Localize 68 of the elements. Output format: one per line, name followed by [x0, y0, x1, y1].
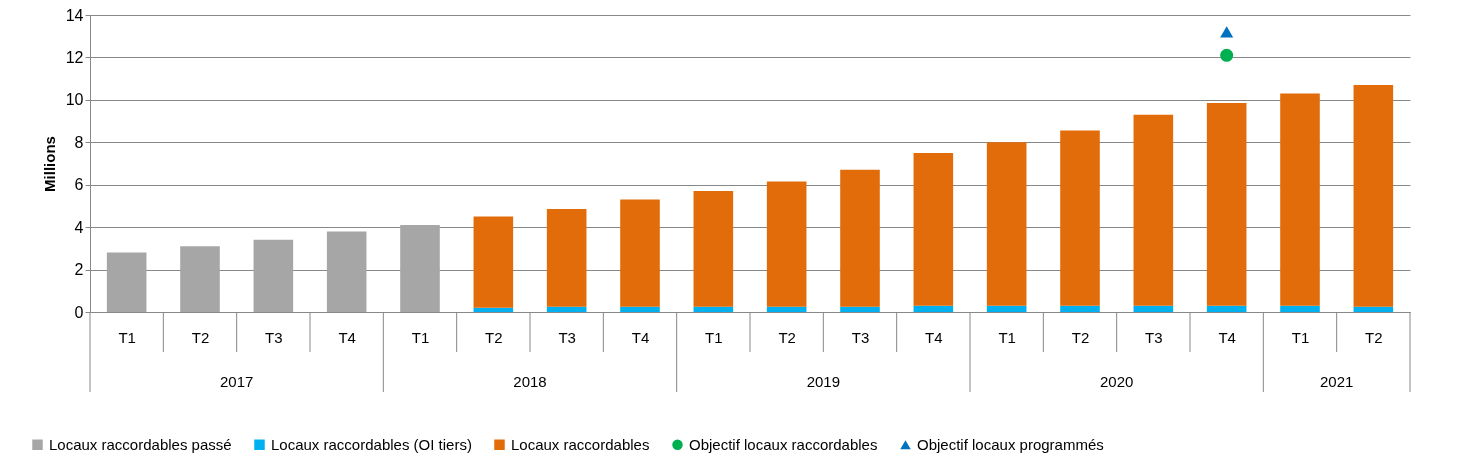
x-tick-label: T4: [1218, 328, 1236, 346]
bar: [693, 191, 734, 307]
legend-label: Locaux raccordables passé: [49, 435, 232, 453]
x-tick-label: T2: [778, 328, 796, 346]
legend-label: Objectif locaux programmés: [917, 435, 1104, 453]
x-tick-label: T3: [1145, 328, 1163, 346]
y-tick-label: 4: [74, 218, 84, 236]
bar: [180, 246, 220, 312]
legend-label: Objectif locaux raccordables: [689, 435, 878, 453]
x-tick-label: T1: [118, 328, 136, 346]
bar: [1206, 103, 1247, 306]
y-tick-label: 6: [74, 176, 84, 194]
bar: [1060, 130, 1100, 306]
bar: [1353, 85, 1394, 307]
bar: [106, 252, 147, 312]
y-axis-title: Millions: [40, 136, 58, 192]
bar: [913, 152, 954, 306]
bar: [620, 199, 660, 307]
bar: [1133, 114, 1174, 306]
legend-label: Locaux raccordables (OI tiers): [271, 435, 472, 453]
bar: [1280, 93, 1320, 306]
y-tick-label: 8: [74, 133, 84, 151]
y-tick-label: 2: [74, 261, 84, 279]
x-tick-label: T1: [705, 328, 723, 346]
y-tick-label: 12: [65, 48, 84, 66]
y-tick-label: 14: [65, 6, 84, 24]
bar: [840, 169, 880, 307]
y-tick-label: 10: [65, 91, 84, 109]
bar: [840, 306, 880, 312]
bar: [326, 231, 367, 312]
x-tick-label: T4: [925, 328, 943, 346]
x-tick-label: T2: [485, 328, 503, 346]
text: 2021: [1319, 373, 1354, 390]
x-tick-label: T3: [558, 328, 576, 346]
bar: [546, 306, 587, 312]
bar: [1206, 305, 1247, 312]
text: 2019: [806, 373, 841, 390]
text: 2018: [513, 373, 547, 390]
x-tick-label: T3: [265, 328, 283, 346]
bar: [546, 209, 587, 307]
bar: [1353, 306, 1394, 312]
bar: [766, 181, 807, 307]
bar: [766, 306, 807, 312]
bar: [1280, 305, 1320, 312]
x-tick-label: T2: [1071, 328, 1090, 346]
bar: [473, 216, 514, 308]
x-tick-label: T2: [191, 328, 210, 346]
bar: [986, 305, 1027, 312]
bar: [473, 307, 514, 312]
text: 2017: [219, 373, 254, 390]
text: 2020: [1099, 373, 1134, 390]
bar: [620, 306, 660, 312]
bar: [400, 225, 440, 312]
x-tick-label: T1: [411, 328, 430, 346]
x-tick-label: T4: [338, 328, 356, 346]
y-tick-label: 0: [74, 303, 84, 321]
bar: [913, 305, 954, 312]
bar: [253, 239, 294, 312]
bar: [1060, 305, 1100, 312]
x-tick-label: T3: [851, 328, 870, 346]
x-tick-label: T1: [998, 328, 1016, 346]
x-tick-label: T4: [631, 328, 650, 346]
bar: [1133, 305, 1174, 312]
x-tick-label: T1: [1291, 328, 1310, 346]
bar: [986, 142, 1027, 306]
x-tick-label: T2: [1365, 328, 1383, 346]
legend-label: Locaux raccordables: [511, 435, 650, 453]
bar: [693, 306, 734, 312]
